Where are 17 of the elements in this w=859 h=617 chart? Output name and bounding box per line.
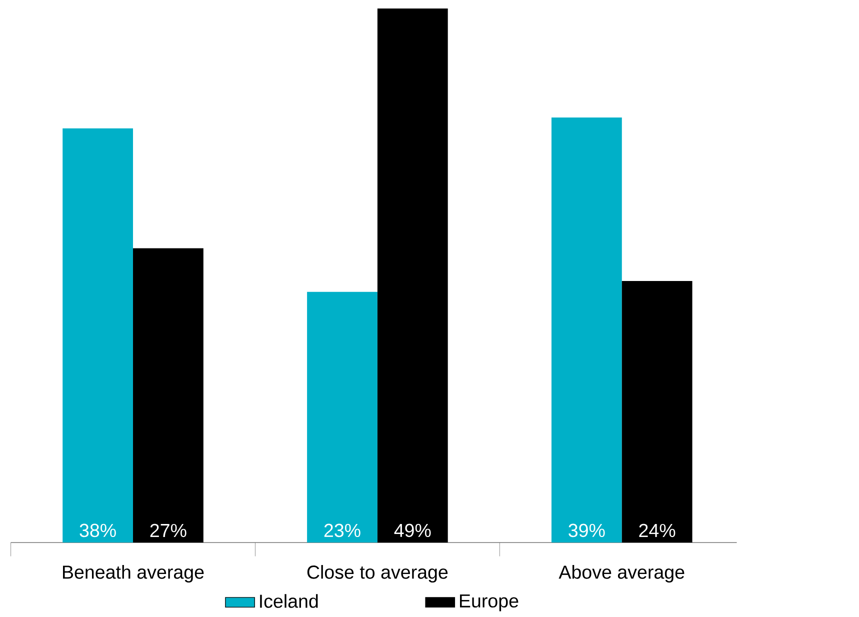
data-label: 23% (324, 524, 360, 537)
bar (307, 292, 378, 542)
data-label: 24% (639, 524, 676, 537)
legend-label: Europe (460, 594, 518, 612)
bar (133, 248, 204, 542)
x-tick-label: Close to average (307, 564, 448, 582)
data-label: 38% (80, 524, 116, 537)
data-label: 49% (394, 524, 431, 537)
x-tick-label: Above average (558, 564, 684, 582)
x-tick-label: Beneath average (63, 564, 204, 582)
data-label: 39% (568, 524, 605, 537)
legend-label: Iceland (260, 594, 318, 608)
bar (622, 280, 692, 542)
data-label: 27% (150, 524, 186, 537)
bar (551, 117, 622, 542)
bar (62, 128, 134, 542)
bar (377, 8, 448, 542)
